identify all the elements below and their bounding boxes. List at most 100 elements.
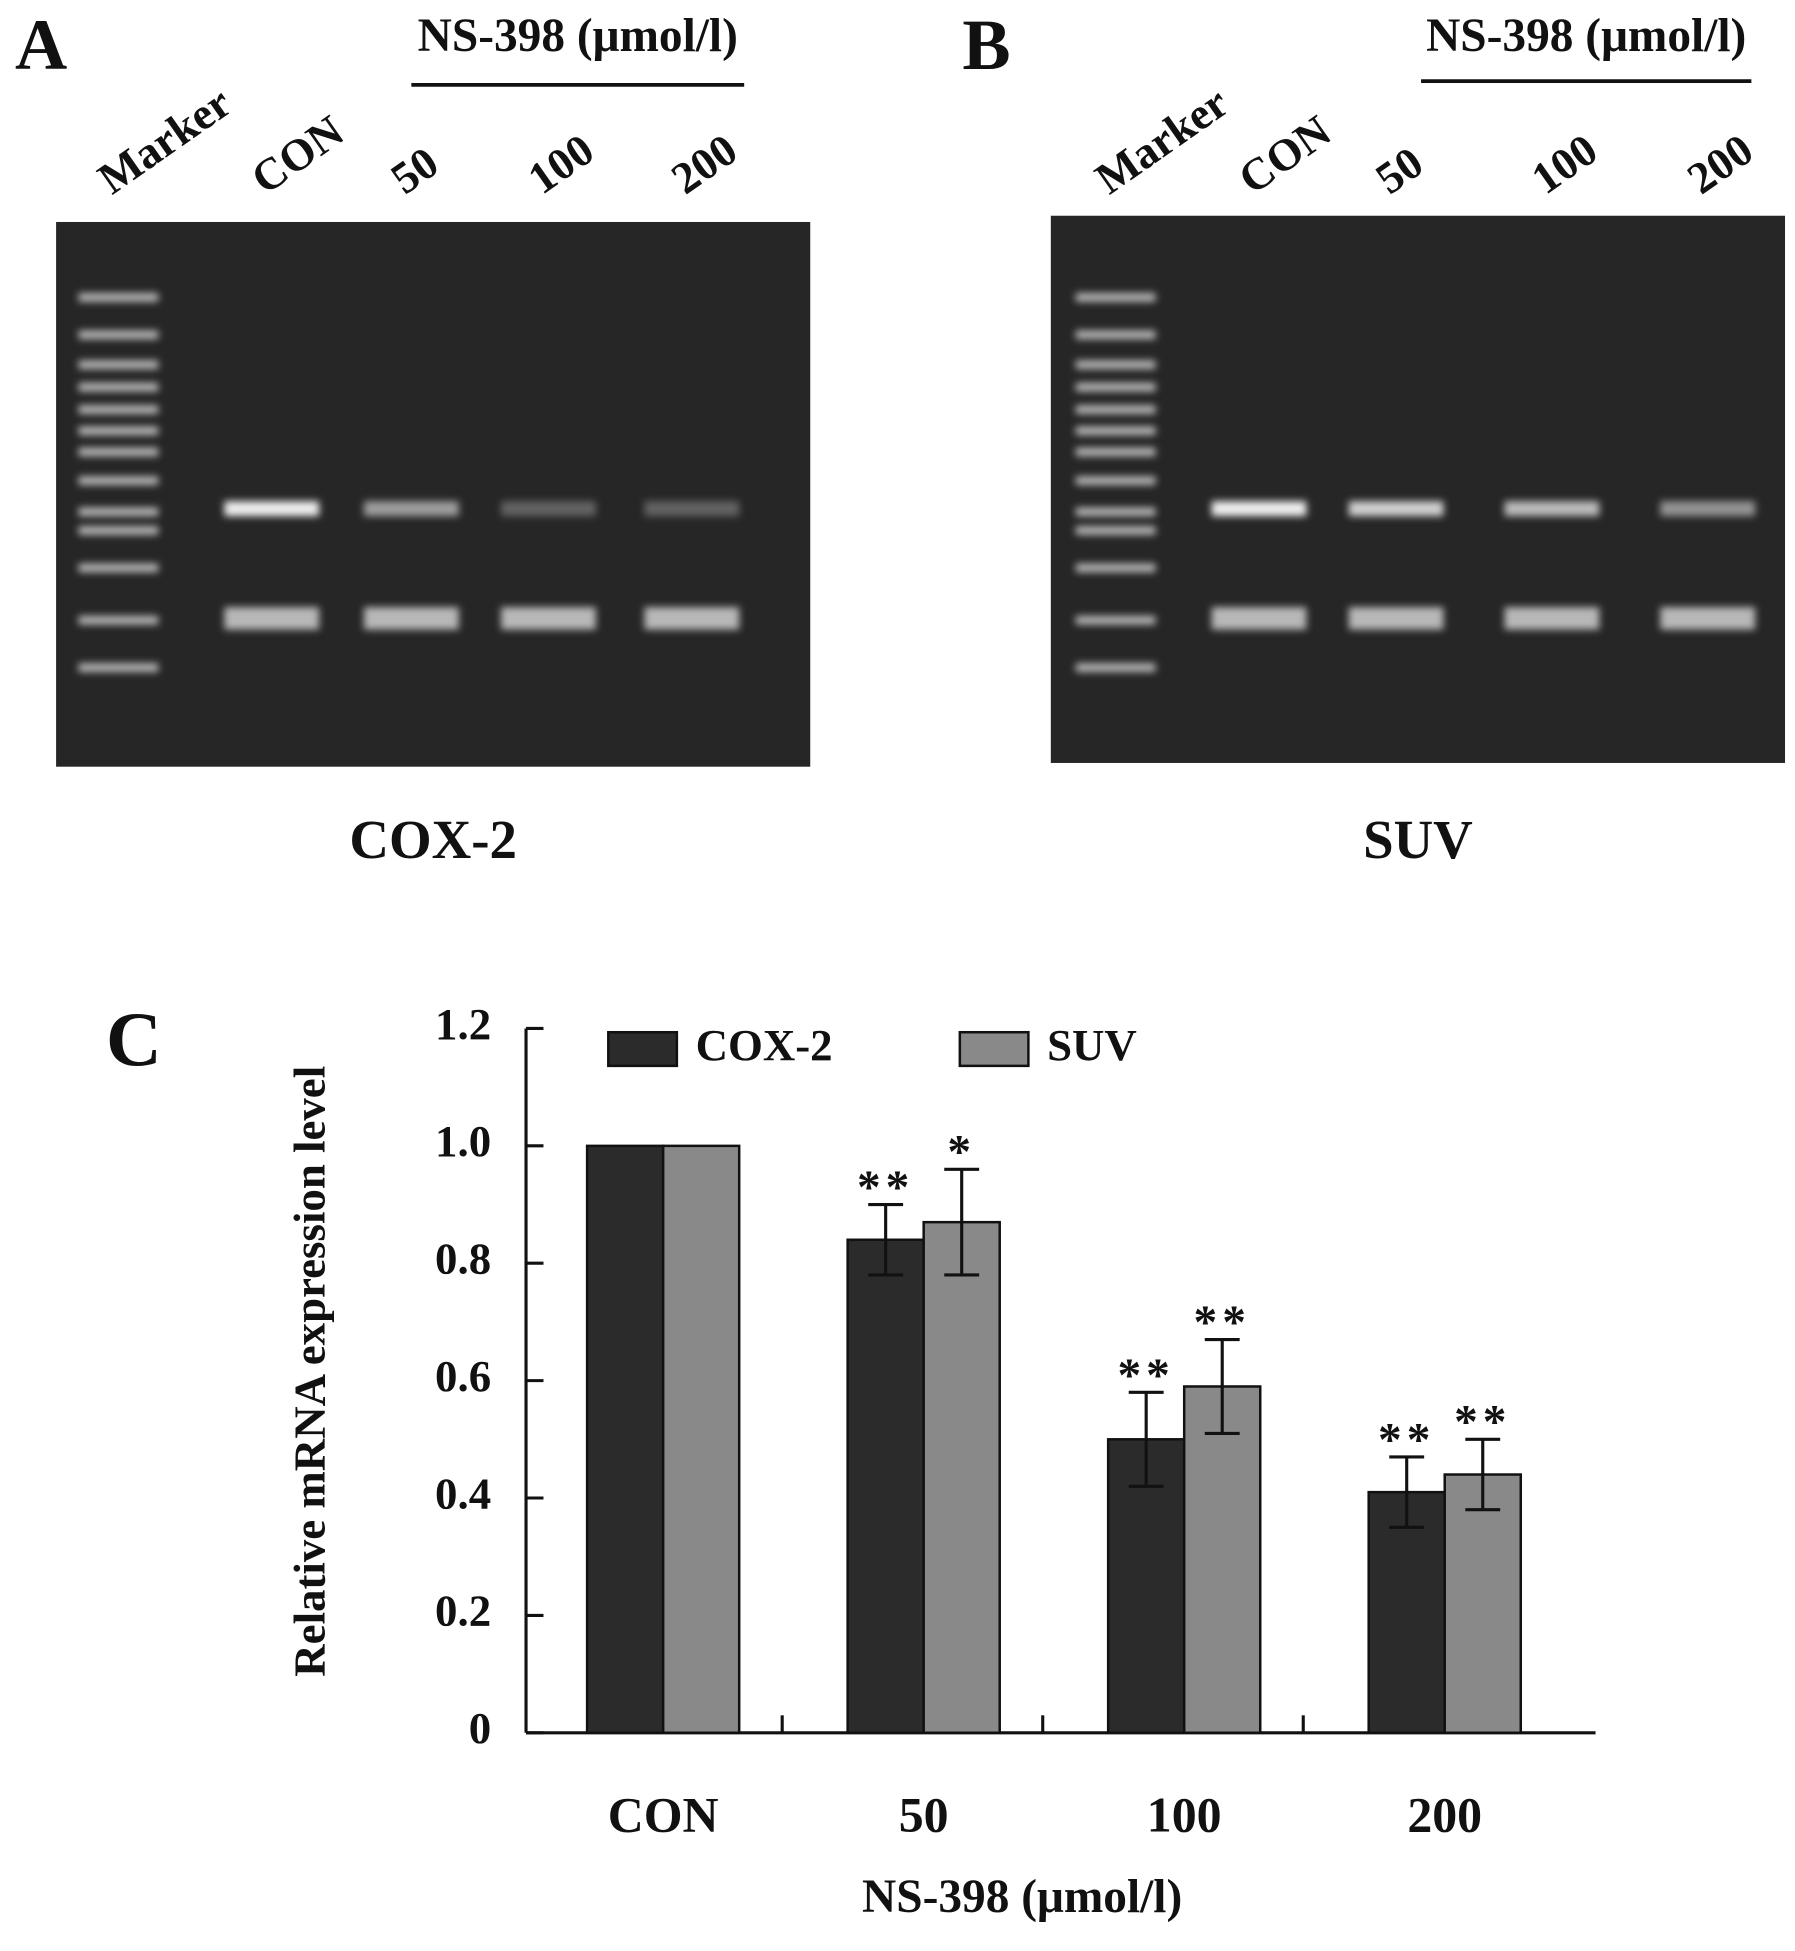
bar <box>585 1144 665 1735</box>
gel-band <box>644 501 740 517</box>
lane-label: 200 <box>1678 124 1762 204</box>
lane-label: Marker <box>1086 77 1237 204</box>
gel-band <box>501 607 596 630</box>
legend-label: SUV <box>1047 1020 1137 1070</box>
y-tick-label: 1.0 <box>435 1116 491 1166</box>
gel-band <box>501 501 596 517</box>
x-tick-label: 50 <box>899 1787 949 1842</box>
y-tick-label: 0.2 <box>435 1586 491 1636</box>
gel-band <box>224 607 320 630</box>
gel-band <box>363 607 459 630</box>
panel-label: B <box>962 5 1010 85</box>
ladder-band <box>1075 615 1156 625</box>
error-bar <box>868 1202 904 1277</box>
ladder-band <box>78 563 159 573</box>
gel-band <box>644 607 740 630</box>
ladder-band <box>1075 507 1156 517</box>
treatment-label: NS-398 (μmol/l) <box>418 10 738 62</box>
gel-image <box>1050 215 1786 763</box>
ladder-band <box>78 293 159 302</box>
gel-band <box>1504 607 1600 630</box>
bar <box>661 1144 741 1735</box>
ladder-band <box>78 663 159 672</box>
ladder-band <box>78 382 159 392</box>
y-axis-title: Relative mRNA expression level <box>284 1066 334 1677</box>
y-tick-label: 0 <box>469 1703 491 1753</box>
ladder-band <box>78 447 159 457</box>
gel-band <box>1504 501 1600 517</box>
ladder-band <box>1075 360 1156 370</box>
significance-label: ** <box>1454 1397 1511 1449</box>
gel-band <box>224 501 320 517</box>
ladder-band <box>1075 330 1156 340</box>
error-bar <box>1204 1337 1240 1436</box>
error-bar <box>1465 1437 1501 1512</box>
panel-label: C <box>106 996 162 1082</box>
significance-label: ** <box>1194 1297 1251 1349</box>
error-bar <box>944 1167 980 1277</box>
ladder-band <box>1075 476 1156 485</box>
ladder-band <box>1075 382 1156 392</box>
ladder-band <box>78 360 159 370</box>
significance-label: ** <box>857 1162 914 1214</box>
lane-label: 100 <box>519 124 603 204</box>
error-bar <box>1128 1390 1164 1488</box>
ladder-band <box>1075 426 1156 436</box>
gel-band <box>1660 501 1756 517</box>
lane-label: CON <box>1229 106 1339 204</box>
bar <box>1367 1490 1446 1735</box>
bar <box>1443 1473 1523 1735</box>
x-tick-label: CON <box>608 1787 719 1842</box>
ladder-band <box>1075 447 1156 457</box>
x-axis-title: NS-398 (μmol/l) <box>862 1871 1182 1923</box>
gel-caption: SUV <box>1363 809 1473 870</box>
legend-swatch <box>607 1030 679 1068</box>
bar <box>846 1238 925 1735</box>
error-bar <box>1389 1455 1425 1529</box>
ladder-band <box>1075 663 1156 672</box>
ladder-band <box>78 507 159 517</box>
gel-band <box>1348 501 1444 517</box>
y-tick-label: 0.6 <box>435 1351 491 1401</box>
bar <box>922 1220 1001 1735</box>
ladder-band <box>1075 405 1156 414</box>
bar <box>1182 1385 1262 1735</box>
ladder-band <box>78 476 159 485</box>
ladder-band <box>1075 293 1156 302</box>
lane-label: Marker <box>89 77 240 204</box>
significance-label: * <box>947 1127 976 1179</box>
y-tick-label: 1.2 <box>435 999 491 1049</box>
gel-band <box>1348 607 1444 630</box>
bar-chart: C Relative mRNA expression level NS-398 (μ… <box>106 996 1596 1923</box>
lane-label: 50 <box>382 137 447 204</box>
gel-band <box>363 501 459 517</box>
treatment-label: NS-398 (μmol/l) <box>1426 10 1746 62</box>
lane-label: 100 <box>1522 124 1606 204</box>
y-tick-label: 0.8 <box>435 1234 491 1284</box>
significance-label: ** <box>1118 1350 1175 1402</box>
ladder-band <box>78 526 159 535</box>
x-tick-label: 100 <box>1147 1787 1222 1842</box>
lane-label: CON <box>242 106 352 204</box>
ladder-band <box>78 615 159 625</box>
gel-caption: COX-2 <box>349 809 517 870</box>
ladder-band <box>78 426 159 436</box>
gel-image <box>56 221 811 767</box>
ladder-band <box>78 405 159 414</box>
x-tick-label: 200 <box>1407 1787 1482 1842</box>
gel-band <box>1660 607 1756 630</box>
ladder-band <box>1075 563 1156 573</box>
ladder-band <box>1075 526 1156 535</box>
lane-label: 50 <box>1367 137 1432 204</box>
bar <box>1106 1438 1186 1735</box>
legend-swatch <box>958 1030 1030 1068</box>
ladder-band <box>78 330 159 340</box>
significance-label: ** <box>1378 1414 1435 1466</box>
legend-label: COX-2 <box>696 1020 833 1070</box>
gel-band <box>1211 607 1307 630</box>
lane-label: 200 <box>662 124 746 204</box>
y-tick-label: 0.4 <box>435 1468 491 1518</box>
gel-band <box>1211 501 1307 517</box>
